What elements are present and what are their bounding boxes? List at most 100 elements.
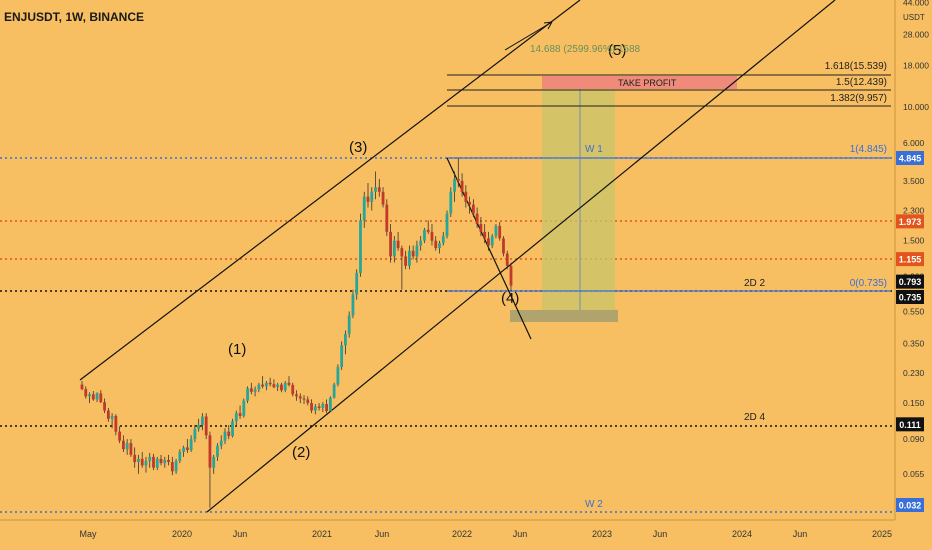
candle-body [438, 243, 441, 249]
candle-body [219, 440, 223, 446]
candle-body [88, 394, 91, 397]
2d4-label: 2D 4 [744, 412, 766, 423]
candle-body [268, 382, 272, 385]
candle-body [317, 406, 321, 408]
candle-body [125, 443, 129, 450]
price-label: 0.793 [899, 277, 922, 287]
candle-body [385, 204, 389, 232]
candle-body [332, 384, 336, 398]
candle-body [498, 225, 502, 239]
price-label-bg [896, 252, 924, 267]
price-label: 0.735 [899, 293, 922, 303]
candle-body [445, 213, 449, 237]
y-tick-label: 1.500 [903, 236, 925, 246]
candle-body [441, 236, 445, 244]
candle-body [234, 413, 238, 422]
price-labels: 4.845 1.973 1.155 0.793 0.735 0.111 0.032 [896, 151, 924, 512]
price-label-bg [896, 498, 924, 512]
take-profit-zone [542, 76, 737, 89]
candle-body [80, 384, 84, 390]
candle-body [242, 400, 246, 416]
axis-unit: USDT [903, 13, 925, 22]
candle-body [257, 384, 261, 390]
fib-label-1382: 1.382(9.957) [830, 93, 887, 104]
candle-body [347, 315, 351, 334]
candle-body [392, 240, 396, 257]
candle-body [325, 404, 329, 412]
wave-label-3: (3) [349, 139, 367, 156]
candle-body [261, 384, 265, 387]
x-tick-label: Jun [233, 529, 248, 539]
candle-body [328, 397, 332, 412]
candle-body [246, 388, 249, 401]
candle-body [201, 416, 204, 425]
candle-body [336, 367, 340, 385]
candle-body [212, 456, 216, 468]
x-tick-label: Jun [653, 529, 668, 539]
x-tick-label: 2022 [452, 529, 472, 539]
candle-body [174, 460, 178, 472]
candle-body [430, 231, 434, 241]
candle-body [483, 231, 487, 239]
candle-body [170, 462, 174, 472]
candle-body [84, 389, 88, 397]
candle-body [460, 180, 464, 192]
candle-body [434, 240, 438, 249]
price-axis: 44.000 28.000 18.000 10.000 6.000 3.500 2.300 1… [903, 0, 929, 511]
candle-body [468, 201, 472, 205]
x-tick-label: 2024 [732, 529, 752, 539]
candle-body [140, 458, 144, 466]
y-tick-label: 0.150 [903, 398, 925, 408]
candle-body [155, 458, 159, 468]
candle-body [223, 431, 227, 441]
x-tick-label: May [79, 529, 97, 539]
candle-body [306, 399, 310, 404]
fib-label-1618: 1.618(15.539) [825, 61, 887, 72]
candle-body [185, 447, 189, 451]
candle-body [110, 415, 114, 419]
w2-label: W 2 [585, 499, 603, 510]
candle-body [487, 238, 490, 246]
candle-body [377, 187, 381, 192]
channel-arrow-head [543, 21, 553, 30]
fib-label-15: 1.5(12.439) [836, 77, 887, 88]
price-label-bg [896, 290, 924, 304]
fib-label-0: 0(0.735) [850, 278, 887, 289]
candle-body [114, 415, 118, 432]
candle-body [456, 178, 460, 181]
2d2-label: 2D 2 [744, 278, 766, 289]
candle-body [423, 229, 426, 241]
candle-body [216, 445, 219, 457]
channel-lower-line [206, 0, 836, 513]
candle-body [91, 394, 95, 400]
w1-label: W 1 [585, 144, 603, 155]
candle-body [106, 410, 110, 419]
x-tick-label: 2023 [592, 529, 612, 539]
candle-body [370, 191, 374, 202]
candle-body [264, 382, 268, 387]
candle-body [238, 413, 242, 416]
candle-body [287, 382, 291, 385]
candle-body [453, 178, 456, 192]
price-label-bg [896, 151, 924, 165]
candle-body [152, 456, 155, 468]
y-tick-label: 18.000 [903, 60, 929, 70]
candle-body [167, 459, 170, 463]
candle-body [148, 456, 152, 461]
price-label: 1.155 [899, 255, 922, 265]
candle-body [182, 447, 186, 452]
candle-body [449, 191, 453, 214]
y-tick-label: 28.000 [903, 29, 929, 39]
candle-body [159, 458, 163, 464]
y-tick-label: 0.230 [903, 368, 925, 378]
price-label: 1.973 [899, 217, 922, 227]
x-tick-label: 2021 [312, 529, 332, 539]
x-tick-label: Jun [513, 529, 528, 539]
candle-body [178, 451, 182, 461]
candle-body [137, 458, 140, 463]
candle-body [280, 384, 283, 391]
candle-body [121, 440, 125, 450]
wave-label-2: (2) [292, 444, 310, 461]
candle-body [133, 454, 137, 463]
